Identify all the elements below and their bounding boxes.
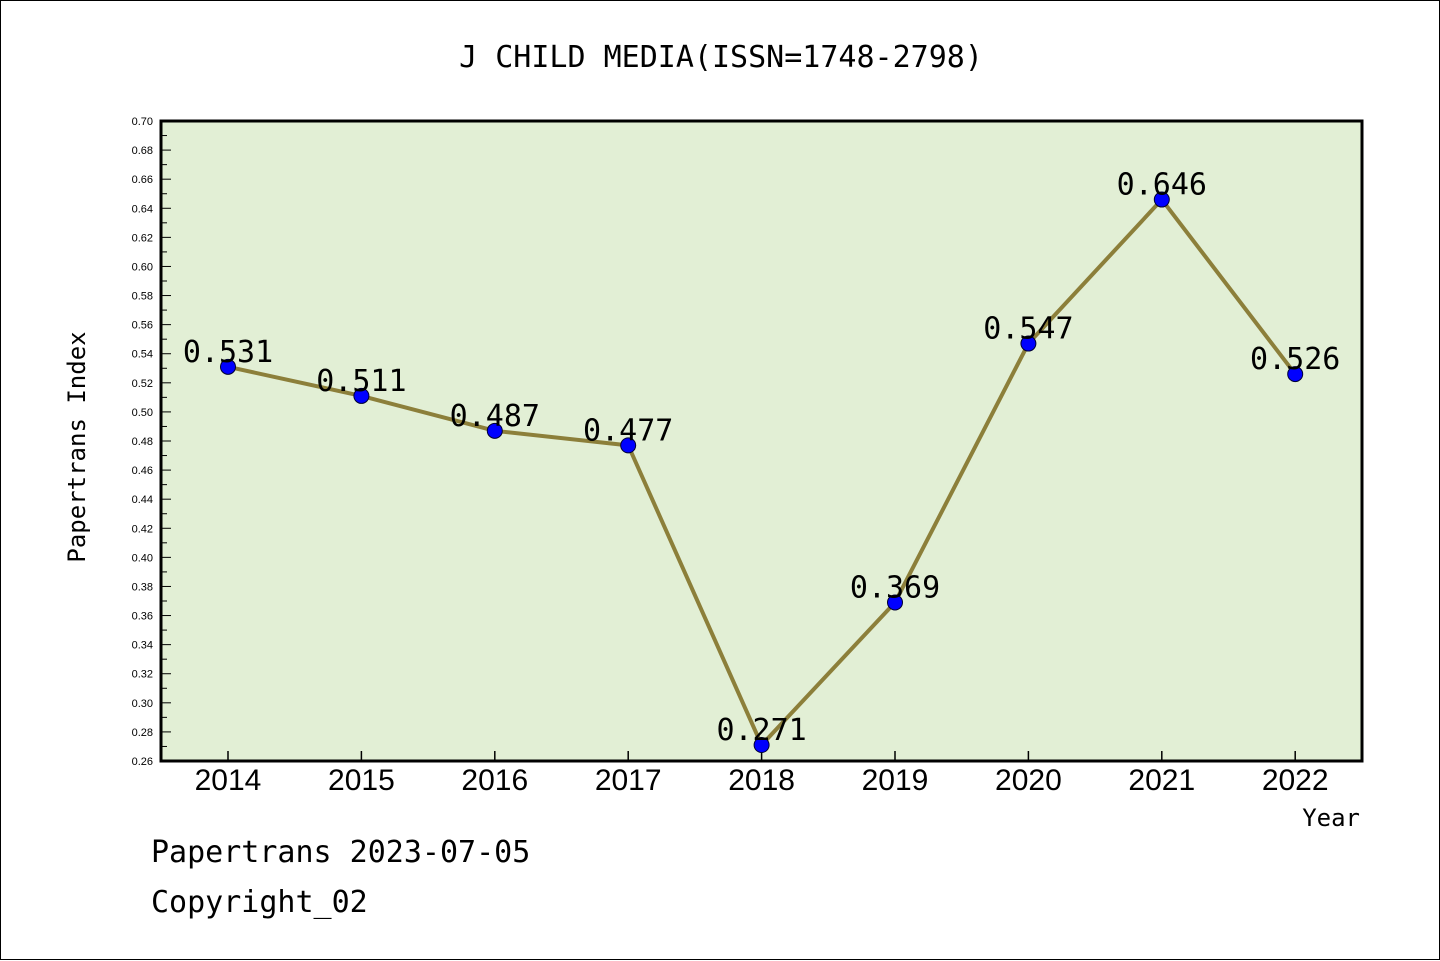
data-label: 0.487 <box>450 399 540 434</box>
y-tick-label: 0.56 <box>132 320 153 332</box>
y-tick-label: 0.66 <box>132 174 153 186</box>
x-tick-label: 2016 <box>461 764 528 797</box>
y-tick-label: 0.40 <box>132 552 153 564</box>
y-tick-label: 0.44 <box>132 494 153 506</box>
y-tick-label: 0.52 <box>132 378 153 390</box>
data-label: 0.547 <box>983 312 1073 347</box>
x-tick-label: 2021 <box>1128 764 1195 797</box>
y-tick-label: 0.70 <box>132 116 153 128</box>
y-tick-label: 0.54 <box>132 349 153 361</box>
x-tick-label: 2017 <box>595 764 662 797</box>
y-tick-label: 0.68 <box>132 145 153 157</box>
data-point <box>620 437 637 454</box>
y-tick-label: 0.46 <box>132 465 153 477</box>
data-point <box>1287 366 1304 383</box>
y-tick-label: 0.28 <box>132 727 153 739</box>
y-tick-label: 0.36 <box>132 611 153 623</box>
x-tick-label: 2022 <box>1262 764 1329 797</box>
plot-area <box>159 119 1364 763</box>
data-label: 0.271 <box>716 713 806 748</box>
data-point <box>1153 191 1170 208</box>
chart-title: J CHILD MEDIA(ISSN=1748-2798) <box>459 40 983 75</box>
y-tick-label: 0.38 <box>132 581 153 593</box>
y-tick-label: 0.34 <box>132 640 153 652</box>
data-point <box>220 358 236 375</box>
data-point <box>753 737 770 753</box>
data-label: 0.646 <box>1117 168 1207 203</box>
y-tick-label: 0.48 <box>132 436 153 448</box>
data-label: 0.369 <box>850 570 940 605</box>
data-point <box>353 387 370 404</box>
x-tick-label: 2019 <box>862 764 929 797</box>
y-tick-label: 0.32 <box>132 669 153 681</box>
data-point <box>1020 335 1037 352</box>
y-tick-label: 0.42 <box>132 523 153 535</box>
data-label: 0.526 <box>1250 342 1340 377</box>
y-tick-label: 0.62 <box>132 232 153 244</box>
x-tick-label: 2014 <box>195 764 262 797</box>
x-tick-label: 2020 <box>995 764 1062 797</box>
footer-date: Papertrans 2023-07-05 <box>151 835 531 870</box>
data-label: 0.511 <box>316 364 406 399</box>
y-tick-label: 0.26 <box>132 756 153 768</box>
data-point <box>887 594 903 611</box>
y-tick-label: 0.60 <box>132 261 153 273</box>
y-tick-label: 0.64 <box>132 203 153 215</box>
x-tick-label: 2018 <box>728 764 795 797</box>
data-point <box>486 422 503 439</box>
y-axis-label: Papertrans Index <box>63 331 91 562</box>
y-tick-label: 0.50 <box>132 407 153 419</box>
x-tick-label: 2015 <box>328 764 395 797</box>
y-tick-label: 0.30 <box>132 698 153 710</box>
footer-copyright: Copyright_02 <box>151 885 368 920</box>
data-label: 0.477 <box>583 413 673 448</box>
data-label: 0.531 <box>183 335 273 370</box>
y-tick-label: 0.58 <box>132 291 153 303</box>
x-axis-label: Year <box>1302 804 1360 832</box>
